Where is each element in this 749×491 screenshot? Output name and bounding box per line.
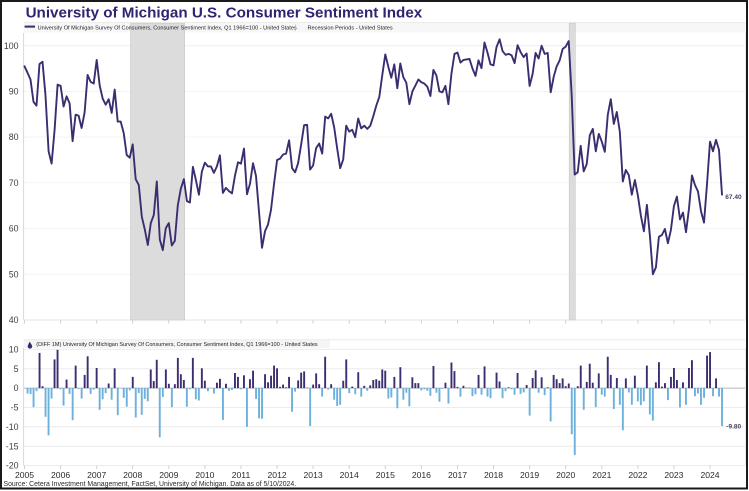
svg-text:-20: -20 bbox=[6, 461, 19, 471]
svg-text:2016: 2016 bbox=[412, 470, 431, 480]
svg-text:2017: 2017 bbox=[448, 470, 467, 480]
svg-text:2024: 2024 bbox=[700, 470, 719, 480]
svg-text:(DIFF 1M) University Of Michig: (DIFF 1M) University Of Michigan Survey … bbox=[36, 342, 318, 348]
svg-text:2008: 2008 bbox=[123, 470, 142, 480]
svg-text:60: 60 bbox=[9, 224, 19, 234]
svg-text:80: 80 bbox=[9, 132, 19, 142]
svg-text:2007: 2007 bbox=[87, 470, 106, 480]
svg-text:2019: 2019 bbox=[520, 470, 539, 480]
svg-text:2010: 2010 bbox=[195, 470, 214, 480]
svg-text:90: 90 bbox=[9, 87, 19, 97]
svg-text:2011: 2011 bbox=[232, 470, 251, 480]
svg-text:5: 5 bbox=[14, 364, 19, 374]
svg-text:100: 100 bbox=[4, 41, 19, 51]
svg-text:2020: 2020 bbox=[556, 470, 575, 480]
svg-text:70: 70 bbox=[9, 178, 19, 188]
svg-text:67.40: 67.40 bbox=[725, 194, 742, 201]
svg-text:50: 50 bbox=[9, 269, 19, 279]
svg-text:2013: 2013 bbox=[304, 470, 323, 480]
svg-text:2006: 2006 bbox=[51, 470, 70, 480]
svg-text:-10: -10 bbox=[6, 422, 19, 432]
svg-text:2005: 2005 bbox=[15, 470, 34, 480]
svg-text:-15: -15 bbox=[6, 441, 19, 451]
svg-text:2015: 2015 bbox=[376, 470, 395, 480]
svg-text:Source: Cetera Investment Mana: Source: Cetera Investment Management, Fa… bbox=[4, 481, 297, 488]
svg-text:University of Michigan U.S. Co: University of Michigan U.S. Consumer Sen… bbox=[26, 4, 423, 21]
svg-text:2012: 2012 bbox=[268, 470, 287, 480]
svg-text:2021: 2021 bbox=[592, 470, 611, 480]
svg-text:2023: 2023 bbox=[664, 470, 683, 480]
svg-text:10: 10 bbox=[9, 345, 19, 355]
svg-text:University Of Michigan Survey: University Of Michigan Survey Of Consume… bbox=[38, 26, 297, 32]
svg-text:0: 0 bbox=[14, 383, 19, 393]
svg-text:2014: 2014 bbox=[340, 470, 359, 480]
svg-text:2009: 2009 bbox=[159, 470, 178, 480]
svg-text:2018: 2018 bbox=[484, 470, 503, 480]
svg-text:Recession Periods - United Sta: Recession Periods - United States bbox=[308, 26, 393, 32]
svg-text:40: 40 bbox=[9, 315, 19, 325]
svg-text:-5: -5 bbox=[11, 403, 19, 413]
svg-text:-9.80: -9.80 bbox=[726, 424, 741, 431]
svg-text:2022: 2022 bbox=[628, 470, 647, 480]
